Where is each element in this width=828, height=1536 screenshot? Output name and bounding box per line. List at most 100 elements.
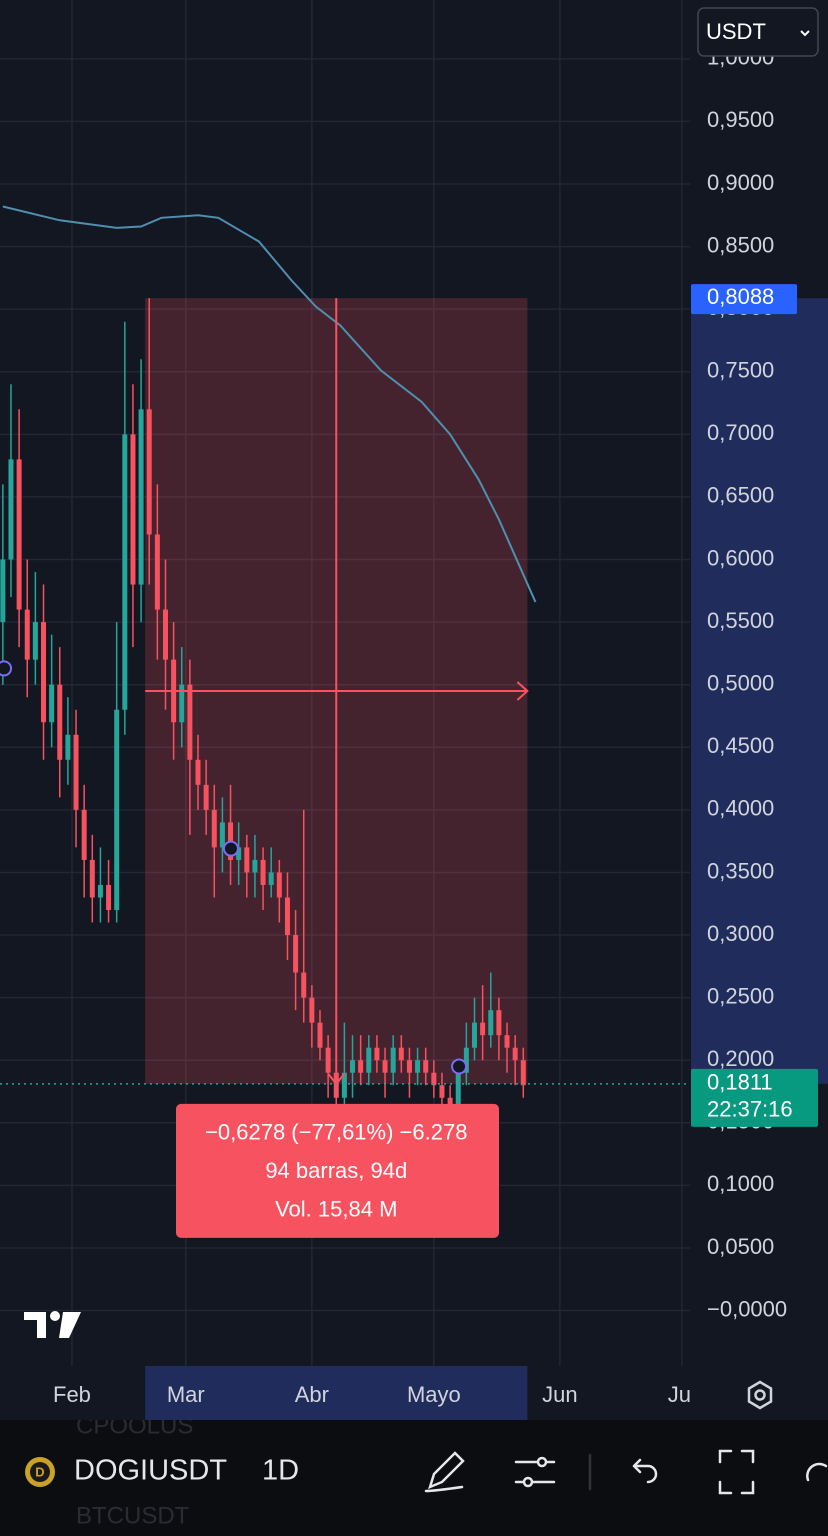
- slider-knob: [522, 1476, 534, 1488]
- candle-body: [81, 809, 87, 860]
- candle-body: [24, 609, 30, 660]
- candle-body: [390, 1047, 396, 1073]
- candle-body: [366, 1047, 372, 1073]
- last-price-label: 0,1811: [707, 1070, 773, 1095]
- y-tick-label: 0,6500: [707, 483, 774, 508]
- candle-body: [187, 684, 193, 760]
- candle-body: [260, 859, 266, 885]
- y-tick-label: 0,9500: [707, 107, 774, 132]
- candle-body: [268, 872, 274, 885]
- event-marker: [451, 1058, 468, 1075]
- settings-sliders[interactable]: [514, 1460, 556, 1484]
- candle-body: [512, 1047, 518, 1061]
- y-tick-label: 0,0500: [707, 1234, 774, 1259]
- candle-body: [162, 609, 168, 660]
- candle-body: [431, 1072, 437, 1086]
- more-icon[interactable]: [806, 1462, 828, 1482]
- y-tick-label: 0,7500: [707, 358, 774, 383]
- candle-body: [325, 1047, 331, 1073]
- candle-body: [89, 859, 95, 898]
- candle-body: [138, 409, 144, 585]
- y-tick-label: 0,2000: [707, 1046, 774, 1071]
- candle-body: [41, 622, 47, 723]
- toolbar-icons: [424, 1449, 828, 1495]
- currency: USDT: [706, 19, 766, 44]
- moving-average: [2, 205, 537, 603]
- ghost-symbol: CPOOLUS: [76, 1412, 193, 1439]
- measure-arrow: [516, 681, 529, 701]
- candle-body: [358, 1060, 364, 1073]
- candle-body: [309, 997, 315, 1023]
- candle-body: [32, 622, 38, 660]
- currency-dropdown[interactable]: USDT: [697, 7, 819, 57]
- candle-body: [480, 1022, 486, 1036]
- overlay: −0,6278 (−77,61%) −6.278 94 barras, 94d Vo…: [145, 284, 818, 1238]
- symbol[interactable]: DOGIUSDT: [74, 1455, 227, 1487]
- event-marker: [0, 660, 13, 677]
- candle-body: [423, 1060, 429, 1073]
- candle-body: [350, 1060, 356, 1073]
- candle-body: [406, 1060, 412, 1073]
- x-tick-label: Feb: [53, 1382, 91, 1407]
- candle-body: [49, 684, 55, 723]
- x-range-band: [145, 1366, 528, 1420]
- candle-body: [374, 1047, 380, 1061]
- candle-body: [203, 784, 209, 810]
- candle-body: [504, 1035, 510, 1048]
- settings-icon[interactable]: [747, 1380, 773, 1410]
- candle-body: [341, 1072, 347, 1098]
- countdown: 22:37:16: [707, 1097, 793, 1122]
- last-price-box: [691, 1068, 818, 1127]
- y-range-band: [691, 298, 828, 1084]
- x-tick-label: Abr: [295, 1382, 329, 1407]
- candle-body: [195, 759, 201, 785]
- measure-label: 94 barras, 94d: [265, 1158, 407, 1183]
- candle-body: [317, 1022, 323, 1048]
- candle-body: [114, 709, 120, 910]
- logo: [24, 1311, 81, 1338]
- candle-body: [463, 1047, 469, 1073]
- candle-body: [244, 847, 250, 873]
- y-tick-label: 0,7000: [707, 420, 774, 445]
- candle-body: [398, 1047, 404, 1061]
- candle-body: [455, 1072, 461, 1111]
- candle-body: [382, 1060, 388, 1073]
- measure-arrow: [327, 1073, 346, 1086]
- interval[interactable]: 1D: [262, 1455, 299, 1487]
- x-axis: Feb Mar Abr Mayo Jun Jul: [53, 1366, 696, 1420]
- price-label-box: [691, 284, 797, 315]
- candle-body: [16, 459, 22, 610]
- candle-body: [122, 434, 128, 710]
- candle-body: [154, 534, 160, 610]
- measure-label-box: [176, 1103, 499, 1238]
- x-tick-label: Jul: [668, 1382, 696, 1407]
- candle-body: [219, 822, 225, 848]
- y-tick-label: 0,6000: [707, 545, 774, 570]
- y-tick-label: 0,5000: [707, 671, 774, 696]
- candle-body: [520, 1060, 526, 1086]
- draw-icon[interactable]: [424, 1451, 465, 1493]
- candle-body: [65, 734, 71, 760]
- fullscreen-icon[interactable]: [718, 1449, 755, 1495]
- candle-body: [57, 684, 63, 760]
- candle-body: [276, 872, 282, 898]
- candle-body: [236, 847, 242, 860]
- candle-body: [252, 859, 258, 873]
- candle-body: [8, 459, 14, 560]
- candle-body: [293, 935, 299, 973]
- candle-body: [73, 734, 79, 810]
- y-tick-label: 0,8500: [707, 232, 774, 257]
- y-tick-label: 0,2500: [707, 983, 774, 1008]
- ghost-symbol: BTCUSDT: [76, 1502, 190, 1529]
- y-tick-label: 0,3500: [707, 858, 774, 883]
- measure-label: −0,6278 (−77,61%) −6.278: [205, 1120, 467, 1145]
- candle-body: [130, 434, 136, 585]
- x-tick-label: Mayo: [407, 1382, 461, 1407]
- undo-icon[interactable]: [632, 1458, 658, 1484]
- toolbar: [0, 1420, 828, 1536]
- svg-text:D: D: [35, 1464, 44, 1479]
- y-tick-label: −0,0000: [707, 1296, 787, 1321]
- y-tick-label: 0,4000: [707, 796, 774, 821]
- event-marker: [222, 840, 239, 857]
